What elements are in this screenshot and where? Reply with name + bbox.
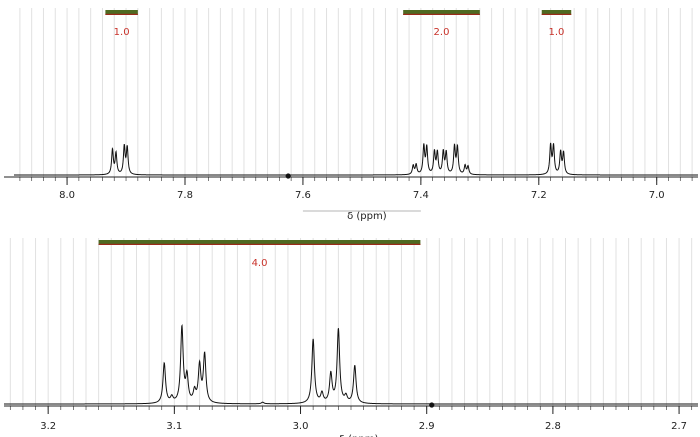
integral-bar xyxy=(98,240,421,245)
integral-bar xyxy=(105,10,138,15)
tick-label: 7.2 xyxy=(531,190,547,201)
tick-label: 8.0 xyxy=(59,190,75,201)
spectrum-trace xyxy=(4,324,698,405)
tick-label: 2.8 xyxy=(545,421,561,432)
integral-label: 4.0 xyxy=(252,258,268,269)
integral-label: 1.0 xyxy=(549,27,565,38)
x-axis-label: δ (ppm) xyxy=(339,434,379,437)
tick-label: 2.7 xyxy=(671,421,687,432)
tick-label: 7.0 xyxy=(649,190,665,201)
reference-marker xyxy=(429,402,435,408)
tick-label: 2.9 xyxy=(419,421,435,432)
tick-label: 7.4 xyxy=(413,190,429,201)
minor-ticks xyxy=(19,177,693,181)
integral-label: 1.0 xyxy=(114,27,130,38)
integral-bar xyxy=(541,10,572,15)
gridlines xyxy=(9,238,693,406)
tick-label: 7.8 xyxy=(177,190,193,201)
spectrum-panel-aliphatic: 4.0 3.2 3.1 3.0 2.9 2.8 2.7 δ (ppm) xyxy=(4,238,698,437)
tick-label: 3.2 xyxy=(40,421,56,432)
spectrum-panel-aromatic: 1.0 2.0 1.0 8.0 7.8 7.6 7.4 7.2 7.0 δ (ppm) xyxy=(4,8,698,222)
minor-ticks xyxy=(9,406,693,410)
x-axis-label: δ (ppm) xyxy=(347,211,387,222)
spectrum-trace xyxy=(14,142,698,176)
integral-label: 2.0 xyxy=(434,27,450,38)
gridlines xyxy=(19,8,693,177)
integral-bar xyxy=(403,10,480,15)
tick-label: 3.0 xyxy=(293,421,309,432)
tick-label: 3.1 xyxy=(166,421,182,432)
tick-label: 7.6 xyxy=(295,190,311,201)
reference-marker xyxy=(285,173,291,179)
